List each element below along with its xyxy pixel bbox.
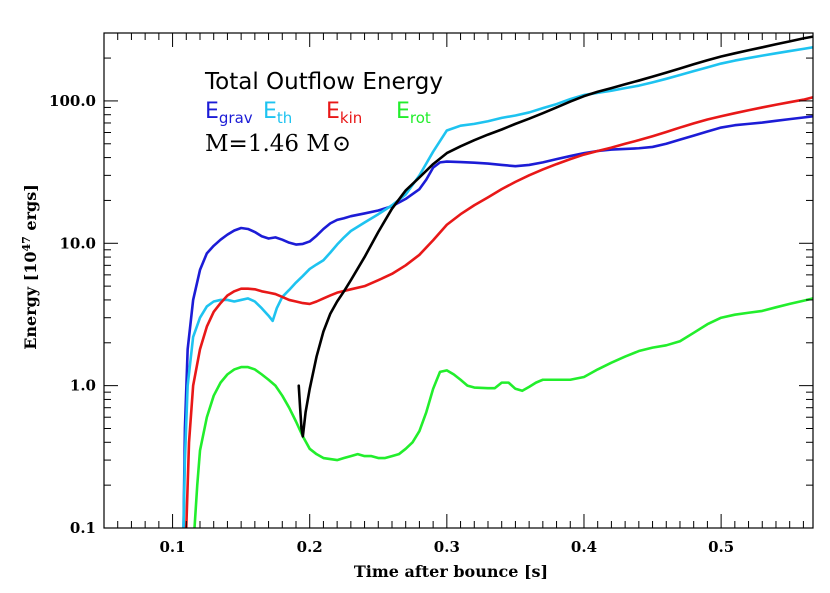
legend-entry-grav: Egrav [205, 99, 253, 127]
series-line-kin [184, 96, 813, 528]
x-tick-label: 0.5 [708, 538, 734, 556]
series-line-grav [182, 114, 813, 528]
mass-annotation: M=1.46 M⊙ [205, 131, 351, 157]
legend-entry-kin: Ekin [326, 99, 362, 127]
x-tick-label: 0.1 [160, 538, 186, 556]
plot-area: 0.1 0.2 0.3 0.4 0.5 0.1 1.0 10.0 100.0 [49, 32, 814, 556]
series-line-rot [193, 297, 813, 528]
y-tick-label: 100.0 [49, 92, 96, 110]
ticks-layer: 0.1 0.2 0.3 0.4 0.5 0.1 1.0 10.0 100.0 [49, 32, 813, 556]
y-tick-label: 10.0 [59, 234, 96, 252]
x-axis-title: Time after bounce [s] [354, 562, 548, 581]
y-tick-label: 0.1 [70, 519, 96, 537]
sun-symbol: ⊙ [332, 131, 351, 157]
y-axis-title: Energy [1047 ergs] [20, 184, 40, 350]
chart-title: Total Outflow Energy [204, 69, 443, 95]
x-tick-label: 0.4 [571, 538, 597, 556]
legend: Egrav Eth Ekin Erot [205, 99, 431, 127]
x-tick-label: 0.2 [297, 538, 323, 556]
series-line-black [297, 35, 813, 438]
plot-frame [103, 32, 814, 529]
x-tick-label: 0.3 [434, 538, 460, 556]
legend-entry-th: Eth [263, 99, 292, 127]
series-layer [182, 35, 813, 528]
legend-entry-rot: Erot [396, 99, 431, 127]
y-tick-label: 1.0 [70, 377, 96, 395]
